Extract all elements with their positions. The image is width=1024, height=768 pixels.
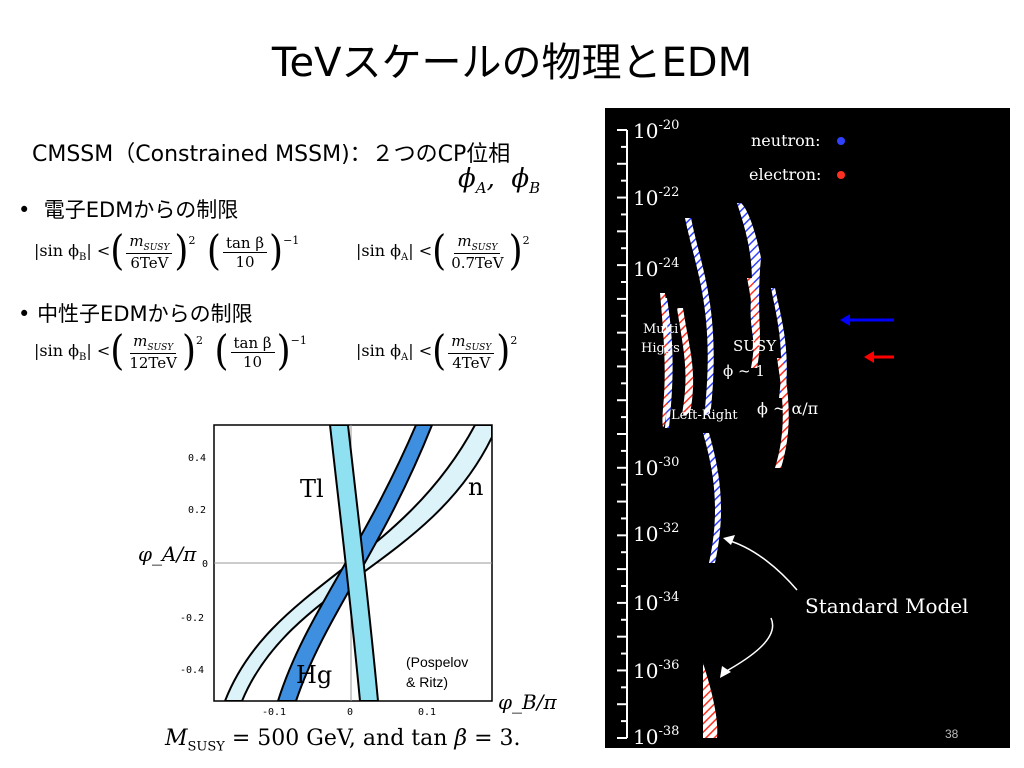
label-phi1: ϕ ~ 1	[723, 362, 765, 380]
tick-label: 10-38	[633, 724, 679, 748]
label-higgs: Higgs	[641, 341, 680, 356]
neutron-edm-label: 中性子EDM	[866, 292, 977, 316]
sm-electron	[703, 663, 718, 738]
y-tick: 0.2	[188, 505, 206, 516]
tl-band	[328, 425, 380, 701]
phase-symbols: ϕA, ϕB	[458, 164, 541, 198]
multi-higgs-neutron	[663, 298, 673, 428]
electron-formula-phiA: |sin ϕA| < ( mSUSY 0.7TeV ) 2	[356, 227, 530, 275]
bullet-dot: •	[18, 198, 44, 222]
legend-electron: electron:	[749, 165, 821, 184]
y-tick: 0.4	[188, 453, 206, 464]
edm-scale-plot: 10-20 10-22 10-24 10-30 10-32 10-34 10-3…	[605, 108, 1010, 748]
y-tick: -0.4	[180, 665, 204, 676]
bullet-electron-text: 電子EDMからの制限	[43, 198, 239, 222]
left-right-neutron	[685, 218, 714, 416]
legend-electron-dot	[837, 171, 845, 179]
electron-formula-phiB: |sin ϕB| < ( mSUSY 6TeV ) 2 ( tan β 10 ) −1	[34, 227, 300, 275]
tick-label: 10-30	[633, 455, 679, 480]
susy-alpha-electron	[775, 358, 789, 468]
neutron-arrowhead	[840, 314, 850, 326]
citation-line2: & Ritz)	[406, 674, 448, 690]
phase-constraint-plot: 0.4 0.2 0 -0.2 -0.4 -0.1 0 0.1 Tl n Hg φ…	[138, 424, 557, 718]
y-tick: -0.2	[180, 613, 204, 624]
band-label-hg: Hg	[296, 661, 332, 689]
bullet-dot: •	[18, 302, 38, 326]
susy-electron	[747, 278, 760, 368]
bullet-neutron-text: 中性子EDMからの制限	[37, 302, 253, 326]
label-multi: Multi	[643, 322, 678, 337]
x-axis-label: φ_B/π	[498, 690, 557, 714]
tick-label: 10-32	[633, 521, 679, 546]
msusy-formula: MSUSY = 500 GeV, and tan β = 3.	[165, 726, 521, 755]
bullet-neutron-edm: • 中性子EDMからの制限	[18, 298, 253, 328]
label-susy: SUSY	[733, 337, 777, 355]
y-tick: 0	[202, 559, 208, 570]
neutron-formula-phiB: |sin ϕB| < ( mSUSY 12TeV ) 2 ( tan β 10 ) −1	[34, 327, 307, 375]
bullet-electron-edm: • 電子EDMからの制限	[18, 194, 238, 224]
x-tick: 0	[347, 707, 353, 718]
legend-neutron: neutron:	[751, 131, 820, 150]
tick-label: 10-20	[633, 118, 679, 143]
x-tick: -0.1	[262, 707, 286, 718]
page-number: 38	[945, 727, 959, 741]
left-right-electron	[677, 308, 694, 416]
band-label-tl: Tl	[300, 475, 324, 503]
label-phi-alpha: ϕ ~ α/π	[757, 399, 818, 418]
tick-label: 10-22	[633, 185, 679, 210]
band-label-n: n	[468, 473, 483, 501]
tick-label: 10-34	[633, 590, 679, 615]
legend-neutron-dot	[837, 137, 845, 145]
sm-arrowhead-lower	[720, 666, 731, 678]
cmssm-heading: CMSSM（Constrained MSSM)：２つのCP位相	[32, 142, 511, 167]
label-standard-model: Standard Model	[805, 594, 969, 618]
label-left-right: Left-Right	[671, 408, 738, 423]
x-tick: 0.1	[418, 707, 436, 718]
slide-title: TeVスケールの物理とEDM	[271, 40, 753, 86]
sm-arrow-upper	[726, 539, 798, 591]
neutron-formula-phiA: |sin ϕA| < ( mSUSY 4TeV ) 2	[356, 327, 518, 375]
sm-neutron	[703, 433, 722, 563]
tick-label: 10-36	[633, 658, 679, 683]
electron-edm-label: 電子EDM	[866, 332, 956, 356]
tick-label: 10-24	[633, 256, 679, 281]
sm-arrow-lower	[722, 617, 774, 674]
plot-background	[605, 108, 1010, 748]
edm-arrows	[840, 314, 894, 363]
y-axis-label: φ_A/π	[138, 542, 197, 566]
citation-line1: (Pospelov	[406, 654, 468, 670]
electron-arrowhead	[864, 351, 874, 363]
sm-arrowhead-upper	[723, 535, 735, 545]
